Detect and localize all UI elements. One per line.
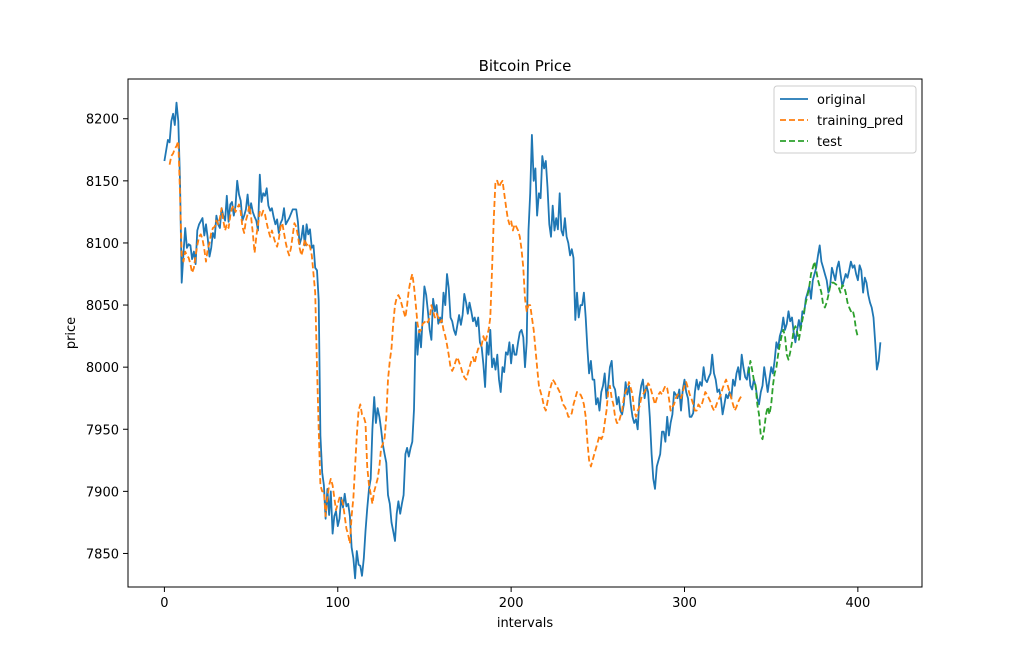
series-layer xyxy=(163,101,882,580)
y-axis: 7850 7900 7950 8000 8050 8100 8150 8200 xyxy=(86,113,128,562)
series-line-original xyxy=(163,101,882,580)
y-tick-label: 7950 xyxy=(86,423,119,438)
plot-frame xyxy=(127,78,923,588)
legend-label-training-pred: training_pred xyxy=(817,114,903,129)
x-tick-label: 0 xyxy=(160,596,168,611)
series-line-training-pred xyxy=(168,140,743,545)
x-tick-label: 300 xyxy=(672,596,697,611)
y-tick-label: 8150 xyxy=(86,175,119,190)
legend-label-test: test xyxy=(817,135,842,150)
x-tick-label: 100 xyxy=(325,596,350,611)
y-axis-title: price xyxy=(64,317,79,349)
y-tick-label: 8200 xyxy=(86,113,119,128)
y-tick-label: 8050 xyxy=(86,299,119,314)
legend-label-original: original xyxy=(817,93,866,108)
x-axis-title: intervals xyxy=(497,616,554,631)
x-tick-label: 400 xyxy=(845,596,870,611)
x-tick-label: 200 xyxy=(499,596,524,611)
series-line-test xyxy=(747,260,859,441)
legend-box xyxy=(773,85,917,154)
y-tick-label: 7900 xyxy=(86,485,119,500)
chart-title: Bitcoin Price xyxy=(479,57,572,75)
y-tick-label: 8100 xyxy=(86,237,119,252)
x-axis: 0 100 200 300 400 xyxy=(160,587,870,611)
y-tick-label: 8000 xyxy=(86,361,119,376)
y-tick-label: 7850 xyxy=(86,547,119,562)
